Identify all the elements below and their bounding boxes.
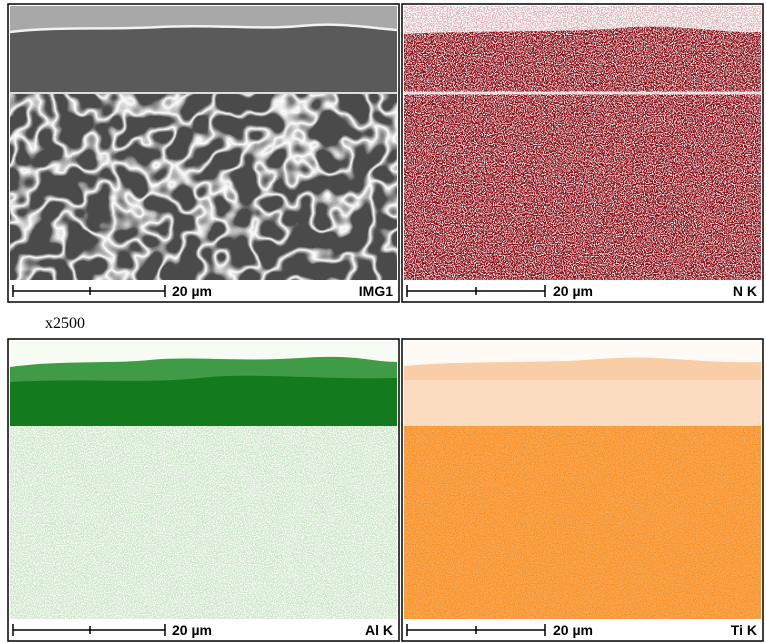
scale-label: 20 µm (172, 622, 212, 638)
scale-label: 20 µm (553, 283, 593, 299)
panel-label: IMG1 (359, 283, 393, 299)
scale-bar: 20 µm N K (404, 280, 761, 301)
scale-bar: 20 µm IMG1 (10, 280, 397, 301)
panel-label: N K (733, 283, 757, 299)
panel-n-map: 20 µm N K (402, 4, 763, 302)
scale-bar: 20 µm Al K (10, 619, 397, 640)
panel-al-map: 20 µm Al K (8, 339, 399, 641)
figure: 20 µm IMG1 20 µm N K x2500 20 µm Al (0, 0, 766, 643)
scale-label: 20 µm (172, 283, 212, 299)
page: {"magnification": "x2500", "panels": [ {… (0, 0, 766, 643)
magnification: x2500 (45, 315, 85, 332)
panel-label: Al K (365, 622, 393, 638)
scale-label: 20 µm (553, 622, 593, 638)
panel-sem: 20 µm IMG1 (8, 4, 399, 302)
panel-ti-map: 20 µm Ti K (402, 339, 763, 641)
scale-bar: 20 µm Ti K (404, 619, 761, 640)
panel-label: Ti K (731, 622, 757, 638)
